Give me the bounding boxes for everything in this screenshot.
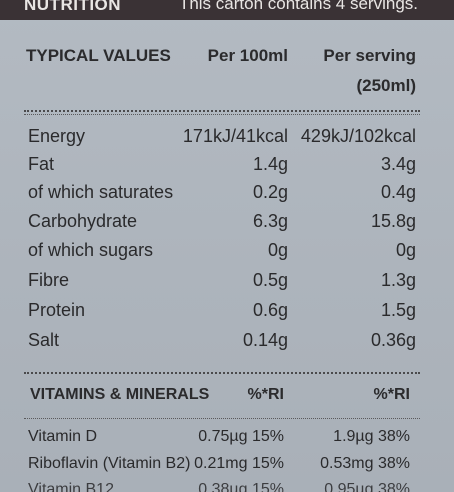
nutrient-row-sugars: of which sugars 0g 0g [0, 240, 454, 268]
nutrient-name: of which saturates [28, 182, 174, 202]
nutrient-name: Protein [28, 300, 86, 320]
vitamin-row-b12: Vitamin B12 0.38µg 15% 0.95µg 38% [0, 481, 454, 492]
nutrient-row-energy: Energy 171kJ/41kcal 429kJ/102kcal [0, 126, 454, 154]
nutrient-per-100ml: 171kJ/41kcal [182, 126, 288, 146]
vitamin-per-serving: 0.95µg 38% [324, 481, 410, 492]
nutrient-per-100ml: 6.3g [252, 211, 288, 231]
vitamin-per-100ml: 0.38µg 15% [198, 481, 284, 492]
vitamin-name: Vitamin B12 [28, 481, 114, 492]
nutrient-row-protein: Protein 0.6g 1.5g [0, 300, 454, 328]
nutrient-per-serving: 0.36g [370, 330, 416, 350]
banner-title: NUTRITION [24, 0, 122, 14]
vitamin-row-d: Vitamin D 0.75µg 15% 1.9µg 38% [0, 428, 454, 454]
nutrient-per-serving: 0.4g [380, 182, 416, 202]
nutrient-per-serving: 15.8g [370, 211, 416, 231]
nutrient-per-100ml: 0g [267, 240, 288, 260]
nutrient-name: of which sugars [28, 240, 154, 260]
nutrient-per-100ml: 0.5g [252, 270, 288, 290]
nutrient-row-salt: Salt 0.14g 0.36g [0, 330, 454, 358]
servings-note: This carton contains 4 servings. [178, 0, 418, 13]
vitamin-name: Vitamin D [28, 428, 98, 445]
nutrient-per-100ml: 0.6g [252, 300, 288, 320]
vitamins-ri-heading-serving: %*RI [373, 386, 410, 403]
nutrient-name: Carbohydrate [28, 211, 138, 231]
nutrient-row-fat: Fat 1.4g 3.4g [0, 154, 454, 182]
nutrient-row-fibre: Fibre 0.5g 1.3g [0, 270, 454, 298]
nutrient-name: Energy [28, 126, 86, 146]
divider [24, 110, 420, 112]
nutrient-per-100ml: 1.4g [252, 154, 288, 174]
nutrient-per-serving: 429kJ/102kcal [300, 126, 416, 146]
nutrient-name: Salt [28, 330, 60, 350]
vitamin-per-serving: 1.9µg 38% [333, 428, 410, 445]
per-serving-heading: Per serving [323, 46, 416, 65]
nutrient-per-serving: 3.4g [380, 154, 416, 174]
vitamins-ri-heading-100ml: %*RI [247, 386, 284, 403]
divider [24, 418, 420, 419]
serving-size-heading: (250ml) [356, 76, 416, 95]
vitamin-per-serving: 0.53mg 38% [320, 455, 410, 472]
vitamin-name: Riboflavin (Vitamin B2) [28, 455, 191, 472]
nutrient-per-serving: 1.5g [380, 300, 416, 320]
nutrient-per-serving: 1.3g [380, 270, 416, 290]
nutrient-per-100ml: 0.14g [242, 330, 288, 350]
nutrition-banner: NUTRITION This carton contains 4 serving… [0, 0, 454, 20]
vitamins-heading: VITAMINS & MINERALS [30, 386, 210, 403]
vitamin-per-100ml: 0.21mg 15% [194, 455, 284, 472]
nutrient-name: Fat [28, 154, 55, 174]
nutrient-row-carbohydrate: Carbohydrate 6.3g 15.8g [0, 211, 454, 239]
divider [24, 114, 420, 115]
vitamin-row-b2: Riboflavin (Vitamin B2) 0.21mg 15% 0.53m… [0, 455, 454, 481]
nutrient-per-100ml: 0.2g [252, 182, 288, 202]
nutrient-name: Fibre [28, 270, 70, 290]
vitamin-per-100ml: 0.75µg 15% [198, 428, 284, 445]
nutrient-row-saturates: of which saturates 0.2g 0.4g [0, 182, 454, 210]
typical-values-heading: TYPICAL VALUES [26, 46, 171, 65]
divider [24, 372, 420, 374]
per-100ml-heading: Per 100ml [207, 46, 288, 65]
nutrient-per-serving: 0g [395, 240, 416, 260]
